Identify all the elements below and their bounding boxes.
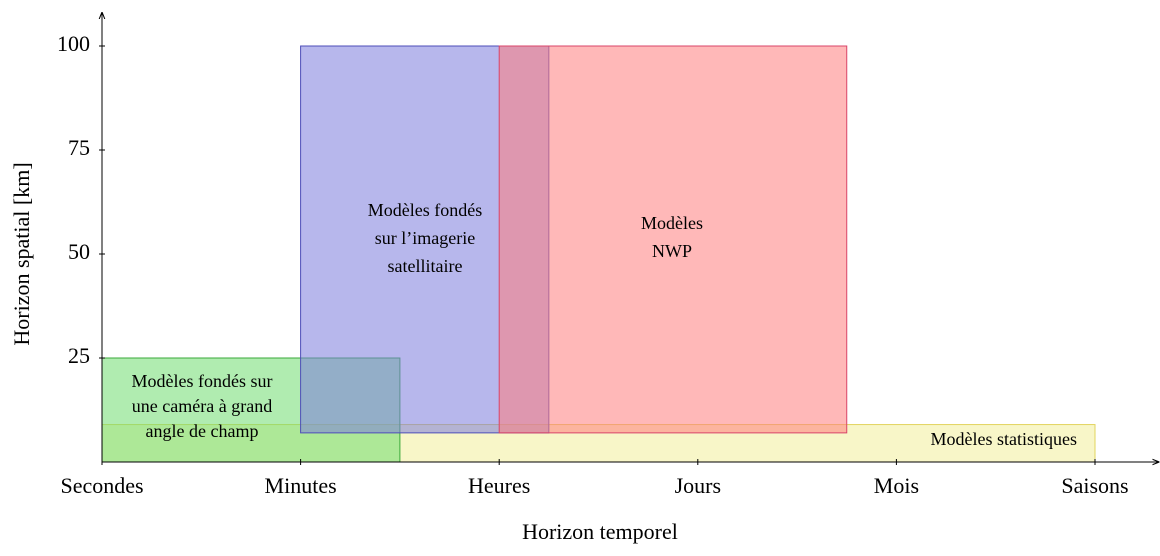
- y-tick-label: 75: [68, 135, 90, 160]
- range-label: NWP: [652, 241, 692, 261]
- range-box: [498, 45, 848, 434]
- range-label: satellitaire: [388, 256, 463, 276]
- range-label: Modèles fondés: [368, 200, 482, 220]
- range-label: Modèles fondés sur: [132, 371, 273, 391]
- x-tick-label: Mois: [874, 473, 919, 498]
- y-tick-label: 100: [57, 31, 90, 56]
- x-tick-label: Saisons: [1061, 473, 1128, 498]
- x-axis-label: Horizon temporel: [522, 519, 678, 544]
- range-label: Modèles statistiques: [931, 429, 1078, 449]
- range-label: sur l’imagerie: [375, 228, 475, 248]
- x-tick-label: Jours: [675, 473, 721, 498]
- y-tick-label: 25: [68, 343, 90, 368]
- x-tick-label: Minutes: [265, 473, 337, 498]
- x-tick-label: Secondes: [60, 473, 143, 498]
- x-tick-label: Heures: [468, 473, 530, 498]
- y-axis-label: Horizon spatial [km]: [9, 162, 34, 345]
- range-label: Modèles: [641, 213, 703, 233]
- range-label: angle de champ: [146, 421, 259, 441]
- y-tick-label: 50: [68, 239, 90, 264]
- range-label: une caméra à grand: [132, 396, 272, 416]
